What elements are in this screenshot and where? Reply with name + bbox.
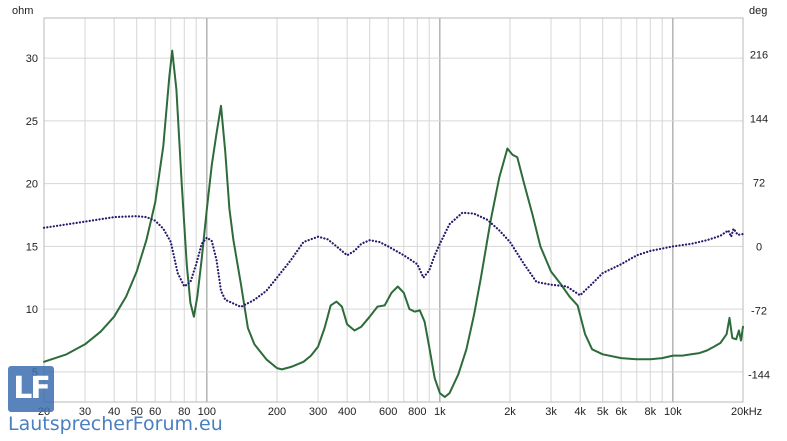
x-tick-labels: 20 30 40 50 60 80 100 200 300 400 600 800 1k 2k 3k 4k 5k… [38, 406, 762, 418]
y-right-tick-label: 72 [753, 177, 765, 189]
forum-logo: LF LautsprecherForum.eu [4, 366, 234, 438]
y-left-tick-labels: 51015202530 [26, 53, 38, 379]
y-right-tick-labels: -144 -72 0 72 144 216 [748, 49, 770, 381]
y-right-tick-label: -144 [748, 369, 770, 381]
x-tick-label: 8k [644, 406, 656, 418]
x-tick-label: 2k [504, 406, 516, 418]
x-tick-label: 10k [664, 406, 682, 418]
x-tick-label: 60 [149, 406, 161, 418]
y-left-tick-label: 10 [26, 304, 38, 316]
x-tick-label: 6k [615, 406, 627, 418]
x-tick-label: 50 [131, 406, 143, 418]
x-tick-label: 30 [79, 406, 91, 418]
x-tick-label: 20kHz [731, 406, 762, 418]
y-right-unit-label: deg [749, 5, 767, 17]
x-tick-label: 800 [408, 406, 426, 418]
y-left-unit-label: ohm [12, 5, 33, 17]
y-right-tick-label: 0 [756, 241, 762, 253]
y-left-tick-label: 25 [26, 116, 38, 128]
impedance-curve [43, 49, 744, 398]
y-left-tick-label: 15 [26, 241, 38, 253]
plot-frame [43, 17, 744, 403]
y-left-tick-label: 30 [26, 53, 38, 65]
x-tick-label: 1k [434, 406, 446, 418]
y-right-tick-label: -72 [751, 305, 767, 317]
x-tick-label: 40 [108, 406, 120, 418]
x-tick-label: 300 [309, 406, 327, 418]
grid [43, 18, 744, 402]
logo-mark: LF [13, 371, 51, 406]
x-tick-label: 5k [597, 406, 609, 418]
x-tick-label: 100 [198, 406, 216, 418]
phase-curve [42, 211, 745, 308]
logo-text: LautsprecherForum.eu [8, 413, 223, 435]
logo-badge: LF [8, 366, 54, 412]
y-right-tick-label: 144 [750, 113, 768, 125]
y-right-tick-label: 216 [750, 49, 768, 61]
x-tick-label: 4k [574, 406, 586, 418]
x-tick-label: 3k [545, 406, 557, 418]
x-tick-label: 80 [178, 406, 190, 418]
x-tick-label: 200 [268, 406, 286, 418]
series-layer [42, 49, 745, 398]
x-tick-label: 600 [379, 406, 397, 418]
x-tick-label: 400 [338, 406, 356, 418]
y-left-tick-label: 20 [26, 179, 38, 191]
